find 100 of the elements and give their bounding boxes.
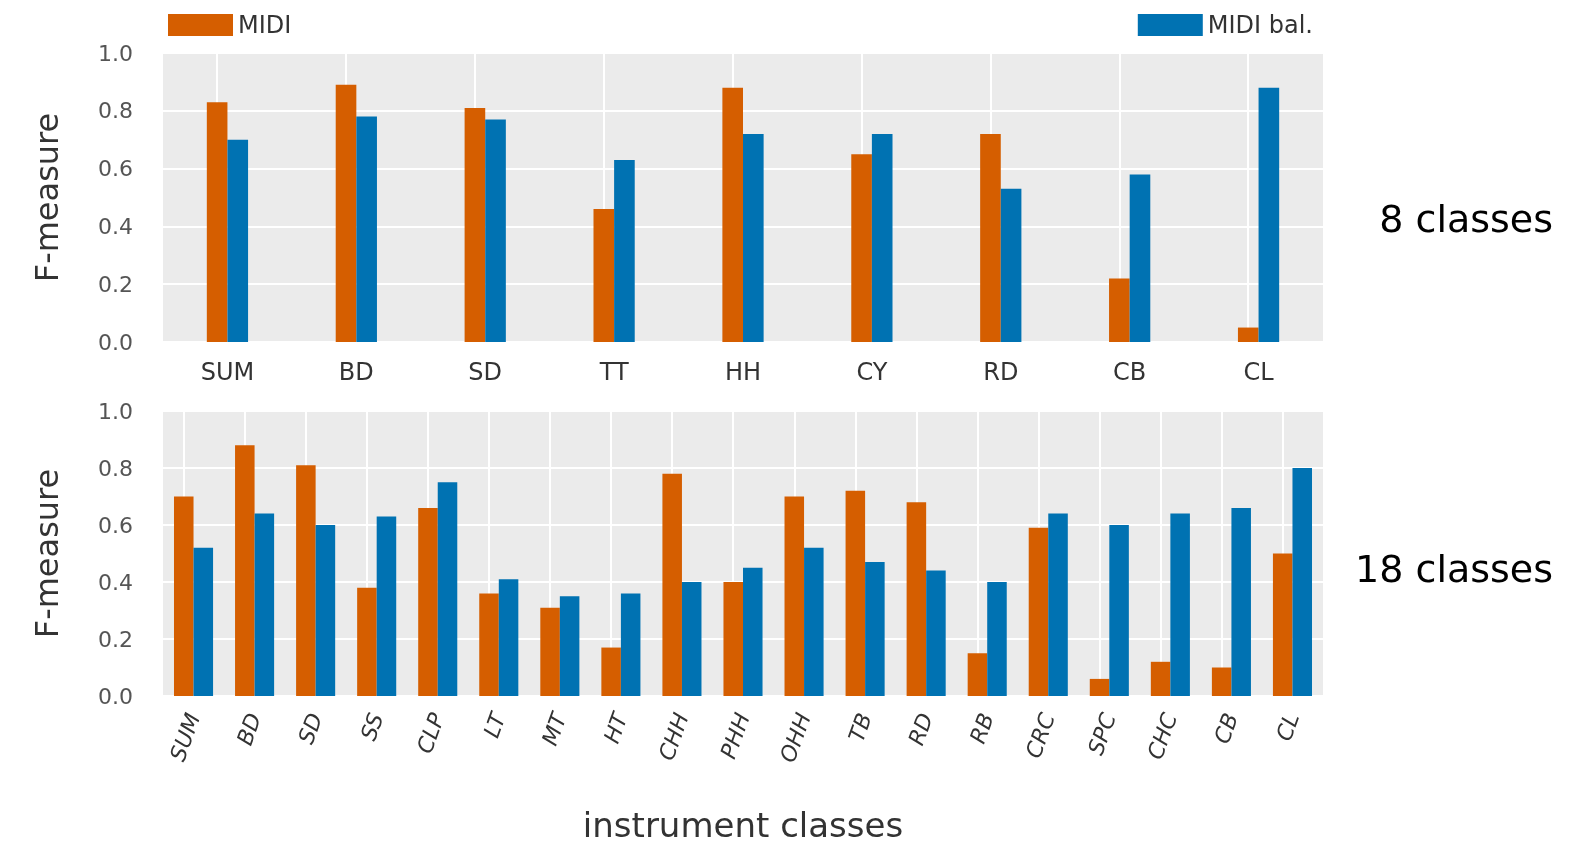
x-tick-label: SUM — [200, 358, 255, 386]
bar — [1089, 678, 1110, 696]
bar — [845, 490, 866, 696]
x-tick-label: CHH — [653, 709, 694, 764]
y-tick-label: 0.0 — [98, 329, 133, 355]
bar — [540, 607, 560, 696]
bar — [926, 570, 946, 696]
x-tick-label: TT — [598, 358, 629, 386]
x-tick-label: PHH — [715, 709, 755, 762]
bar — [1028, 527, 1049, 696]
x-tick-label: CL — [1271, 709, 1305, 745]
x-tick-label: RD — [903, 709, 938, 749]
y-tick-label: 0.8 — [98, 455, 133, 481]
bar — [227, 139, 249, 342]
legend-label: MIDI — [238, 11, 292, 39]
bar — [464, 107, 486, 342]
bar — [357, 587, 377, 696]
bar — [437, 482, 458, 696]
bar — [743, 567, 763, 696]
bar — [593, 209, 615, 342]
legend-label: MIDI bal. — [1207, 11, 1314, 39]
bar — [235, 445, 255, 696]
bar — [662, 473, 682, 696]
x-tick-label: SUM — [165, 709, 206, 765]
x-tick-label: BD — [338, 358, 374, 386]
bar — [1109, 278, 1130, 342]
bar — [254, 513, 275, 696]
x-tick-label: SD — [293, 709, 328, 748]
x-tick-label: LT — [478, 708, 512, 742]
y-tick-label: 0.2 — [98, 626, 133, 652]
bar — [1048, 513, 1068, 696]
y-tick-label: 0.8 — [98, 98, 133, 124]
bar — [1231, 507, 1251, 696]
bar — [871, 133, 893, 342]
x-axis-title: instrument classes — [582, 805, 904, 845]
y-axis-title: F-measure — [28, 112, 66, 283]
bar — [479, 593, 499, 696]
y-axis-title: F-measure — [28, 468, 66, 639]
bar — [1170, 513, 1190, 696]
bar — [723, 582, 743, 696]
y-tick-label: 0.2 — [98, 271, 133, 297]
bar — [485, 119, 506, 342]
bar — [865, 562, 885, 696]
y-tick-label: 0.0 — [98, 683, 133, 709]
bar — [498, 579, 519, 696]
x-tick-label: CB — [1113, 358, 1147, 386]
y-tick-label: 0.6 — [98, 512, 133, 538]
bar — [173, 496, 194, 696]
y-tick-label: 0.4 — [98, 213, 133, 239]
x-tick-label: CY — [856, 358, 888, 386]
x-tick-label: CHC — [1142, 709, 1183, 763]
x-tick-label: SS — [355, 709, 389, 744]
y-tick-label: 1.0 — [98, 40, 133, 66]
x-tick-label: TB — [843, 709, 877, 746]
text: 8 classes — [1379, 197, 1553, 241]
x-tick-label: HH — [724, 358, 762, 386]
x-tick-label: HT — [598, 708, 634, 747]
bar — [1150, 661, 1171, 696]
x-tick-label: CRC — [1020, 709, 1061, 762]
bar — [1211, 667, 1232, 696]
bar — [614, 159, 635, 342]
x-tick-label: RB — [965, 709, 999, 747]
bar — [418, 507, 438, 696]
bar — [1000, 188, 1022, 342]
bar — [851, 154, 872, 342]
x-tick-label: CLP — [412, 709, 450, 757]
bar — [193, 547, 214, 696]
bar — [987, 582, 1007, 696]
bar — [356, 116, 377, 342]
bar — [967, 653, 988, 696]
bar — [1258, 87, 1280, 342]
bar — [906, 502, 927, 696]
x-tick-label: OHH — [775, 709, 816, 766]
x-tick-label: SD — [468, 358, 503, 386]
x-tick-label: CB — [1209, 709, 1244, 747]
y-tick-label: 1.0 — [98, 398, 133, 424]
bar — [1129, 174, 1151, 342]
bar — [784, 496, 805, 696]
text: 18 classes — [1355, 547, 1554, 591]
x-tick-label: CL — [1243, 358, 1275, 386]
x-tick-label: BD — [231, 709, 267, 749]
bar — [559, 596, 580, 696]
x-tick-label: SPC — [1083, 709, 1122, 759]
x-tick-label: RD — [983, 358, 1019, 386]
x-tick-label: MT — [537, 708, 573, 749]
bar — [206, 102, 228, 342]
bar — [1272, 553, 1293, 696]
y-tick-label: 0.4 — [98, 569, 133, 595]
bar — [681, 582, 702, 696]
bar — [804, 547, 824, 696]
bar — [315, 525, 336, 696]
bar — [980, 133, 1001, 342]
bar — [743, 133, 764, 342]
y-tick-label: 0.6 — [98, 156, 133, 182]
bar — [620, 593, 641, 696]
bar — [601, 647, 621, 696]
bar — [1109, 525, 1129, 696]
bar — [1292, 468, 1313, 696]
bar — [1237, 327, 1259, 342]
bar — [335, 84, 357, 342]
